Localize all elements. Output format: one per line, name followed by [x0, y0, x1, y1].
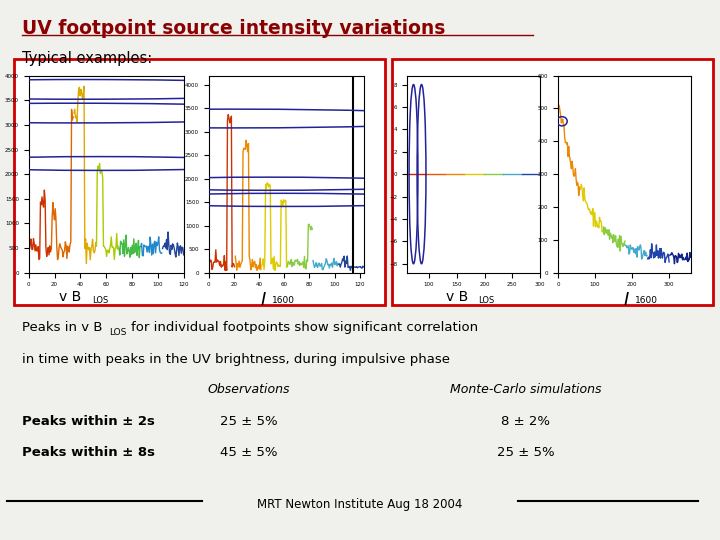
- Text: Peaks within ± 2s: Peaks within ± 2s: [22, 415, 155, 428]
- Text: for individual footpoints show significant correlation: for individual footpoints show significa…: [131, 321, 478, 334]
- Text: Typical examples:: Typical examples:: [22, 51, 152, 66]
- Text: LOS: LOS: [109, 328, 126, 338]
- Text: 8 ± 2%: 8 ± 2%: [501, 415, 550, 428]
- Text: Observations: Observations: [207, 383, 289, 396]
- Text: 25 ± 5%: 25 ± 5%: [497, 446, 554, 459]
- Text: v B: v B: [446, 290, 468, 304]
- Text: UV footpoint source intensity variations: UV footpoint source intensity variations: [22, 19, 445, 38]
- Text: Monte-Carlo simulations: Monte-Carlo simulations: [450, 383, 601, 396]
- Text: I: I: [624, 291, 629, 309]
- Text: I: I: [260, 291, 266, 309]
- Text: MRT Newton Institute Aug 18 2004: MRT Newton Institute Aug 18 2004: [257, 498, 463, 511]
- Text: LOS: LOS: [92, 296, 109, 305]
- Text: 45 ± 5%: 45 ± 5%: [220, 446, 277, 459]
- Text: 1600: 1600: [272, 296, 295, 306]
- Text: LOS: LOS: [478, 296, 495, 305]
- Text: 1600: 1600: [635, 296, 658, 306]
- Text: 25 ± 5%: 25 ± 5%: [220, 415, 277, 428]
- Bar: [392, 59, 713, 305]
- Text: v B: v B: [60, 290, 81, 304]
- Text: Peaks in v B: Peaks in v B: [22, 321, 102, 334]
- Text: Peaks within ± 8s: Peaks within ± 8s: [22, 446, 155, 459]
- Bar: [14, 59, 385, 305]
- Text: in time with peaks in the UV brightness, during impulsive phase: in time with peaks in the UV brightness,…: [22, 353, 449, 366]
